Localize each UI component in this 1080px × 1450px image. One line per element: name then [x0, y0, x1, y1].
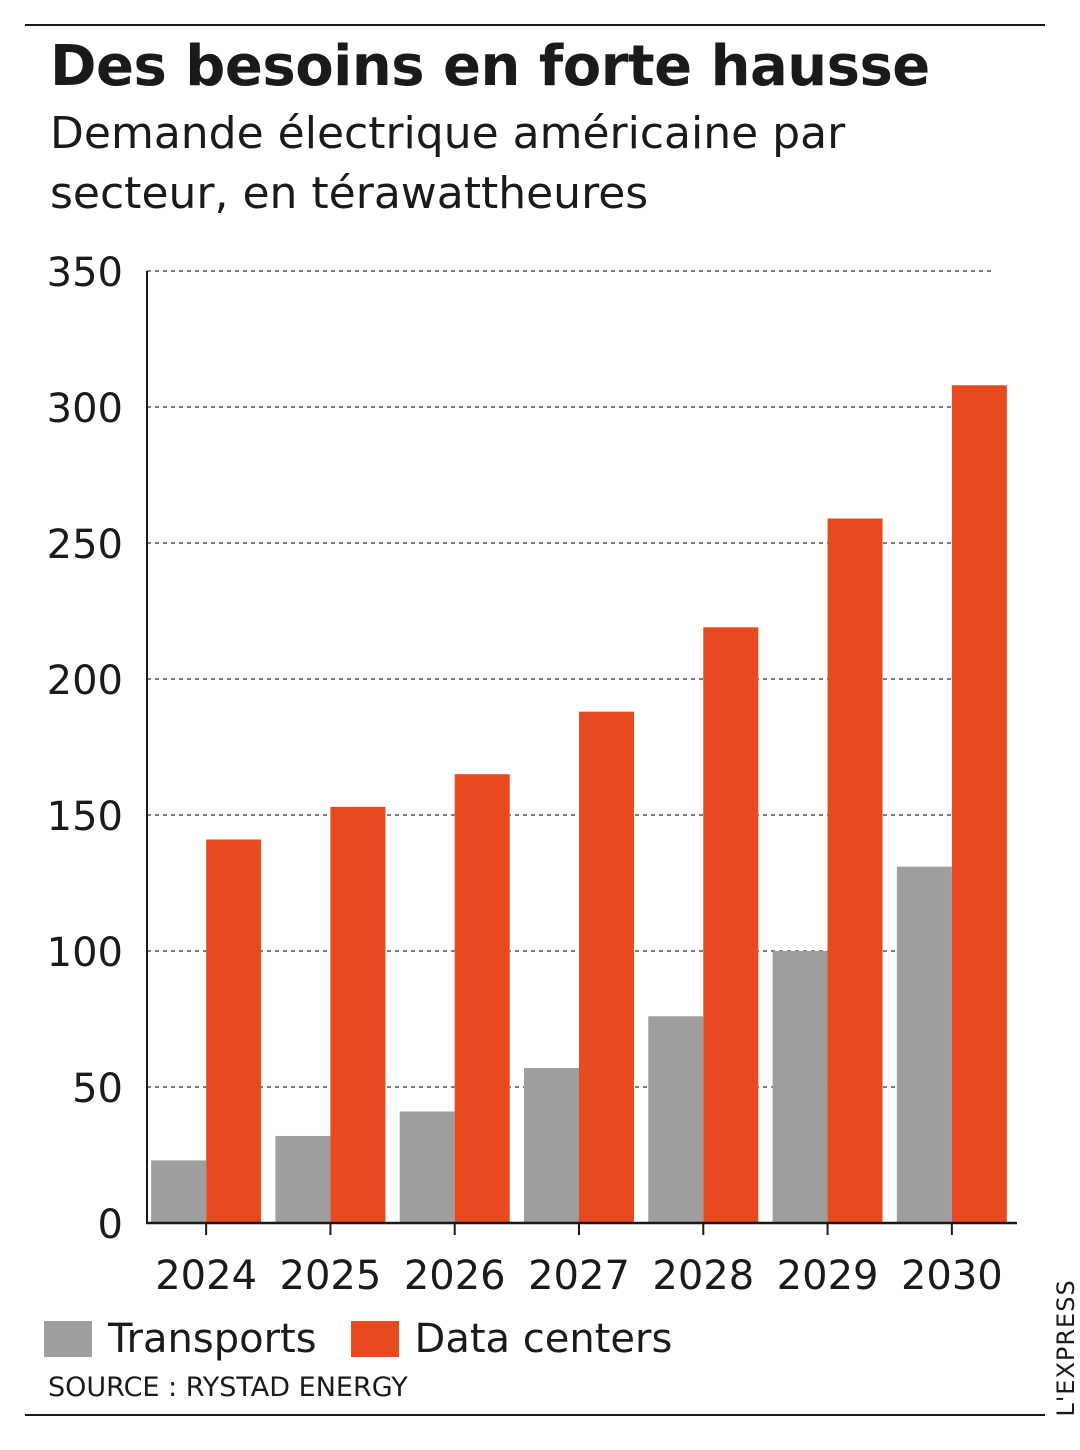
- chart-title: Des besoins en forte hausse: [50, 34, 930, 99]
- top-rule: [25, 24, 1045, 26]
- legend-item-transports: Transports: [44, 1316, 317, 1362]
- x-tick-label: 2028: [652, 1253, 754, 1299]
- y-tick-label: 200: [47, 658, 123, 704]
- legend-swatch-transports: [44, 1321, 92, 1357]
- bar-transports: [524, 1067, 579, 1223]
- bar-transports: [896, 866, 952, 1223]
- legend-label-transports: Transports: [108, 1316, 317, 1362]
- bar-data-centers: [579, 711, 634, 1223]
- bar-transports: [275, 1135, 331, 1223]
- bar-data-centers: [330, 806, 386, 1223]
- y-tick-label: 150: [47, 794, 123, 840]
- chart-legend: Transports Data centers: [44, 1314, 706, 1364]
- source-note: SOURCE : RYSTAD ENERGY: [48, 1372, 408, 1403]
- bar-data-centers: [454, 774, 510, 1223]
- legend-swatch-data-centers: [350, 1321, 399, 1357]
- x-tick-label: 2027: [528, 1253, 630, 1299]
- bar-data-centers: [703, 627, 759, 1223]
- bar-transports: [151, 1160, 207, 1223]
- y-tick-label: 250: [47, 522, 123, 568]
- publisher-logo: L'EXPRESS: [1052, 1279, 1080, 1417]
- y-tick-label: 300: [47, 386, 123, 432]
- x-tick-label: 2025: [280, 1253, 382, 1299]
- bar-transports: [772, 951, 828, 1223]
- x-tick-label: 2029: [777, 1253, 879, 1299]
- y-tick-label: 0: [98, 1202, 123, 1248]
- y-tick-label: 350: [47, 250, 123, 296]
- bar-transports: [399, 1111, 455, 1223]
- y-tick-label: 50: [72, 1066, 123, 1112]
- bar-data-centers: [827, 518, 883, 1223]
- legend-label-data-centers: Data centers: [414, 1316, 673, 1362]
- bar-data-centers: [951, 385, 1007, 1223]
- bar-transports: [648, 1016, 704, 1223]
- bar-data-centers: [206, 839, 262, 1223]
- y-tick-label: 100: [47, 930, 123, 976]
- bottom-rule: [25, 1414, 1045, 1416]
- chart-subtitle: Demande électrique américaine par secteu…: [50, 108, 846, 219]
- legend-item-data-centers: Data centers: [350, 1316, 673, 1362]
- x-tick-label: 2030: [901, 1253, 1003, 1299]
- x-tick-label: 2024: [155, 1253, 257, 1299]
- x-tick-label: 2026: [404, 1253, 506, 1299]
